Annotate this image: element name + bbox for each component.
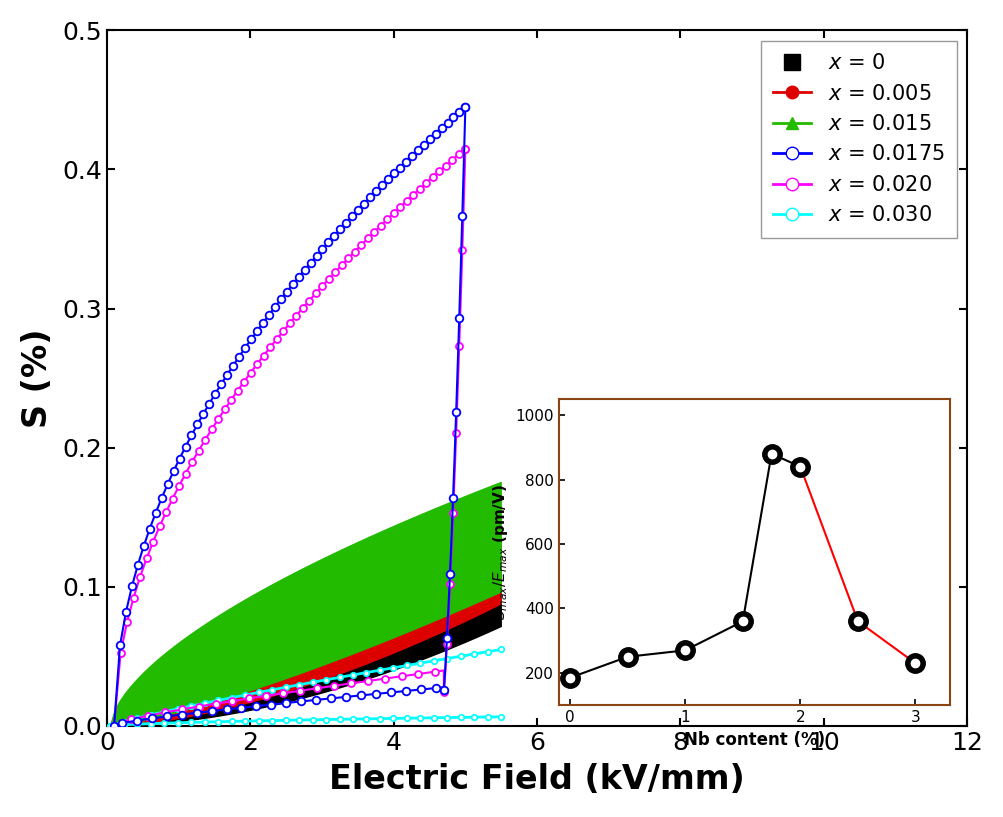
Legend: $x$ = 0, $x$ = 0.005, $x$ = 0.015, $x$ = 0.0175, $x$ = 0.020, $x$ = 0.030: $x$ = 0, $x$ = 0.005, $x$ = 0.015, $x$ =… [760, 41, 956, 238]
Polygon shape [110, 483, 500, 726]
Polygon shape [110, 538, 500, 726]
Polygon shape [110, 545, 500, 726]
Y-axis label: S (%): S (%) [21, 328, 54, 428]
X-axis label: Electric Field (kV/mm): Electric Field (kV/mm) [329, 763, 744, 797]
